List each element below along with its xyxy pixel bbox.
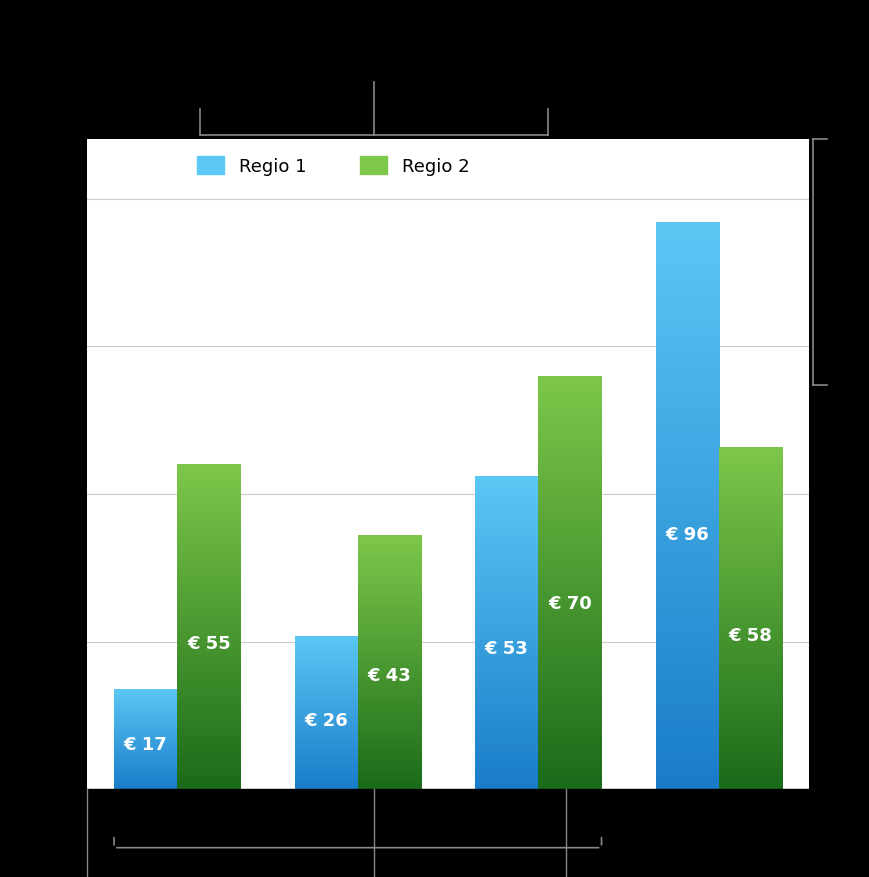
Text: € 53: € 53 (484, 639, 528, 658)
Text: € 17: € 17 (123, 735, 168, 753)
Y-axis label: Sales ($k): Sales ($k) (19, 420, 37, 510)
Text: € 70: € 70 (547, 595, 591, 612)
Text: € 58: € 58 (727, 626, 772, 645)
Text: € 55: € 55 (187, 634, 230, 652)
Text: € 26: € 26 (304, 711, 348, 730)
Text: Sales by Region: Sales by Region (277, 873, 438, 877)
Legend: Regio 1, Regio 2: Regio 1, Regio 2 (189, 149, 476, 183)
Text: € 43: € 43 (367, 667, 411, 684)
Text: € 96: € 96 (665, 525, 708, 544)
